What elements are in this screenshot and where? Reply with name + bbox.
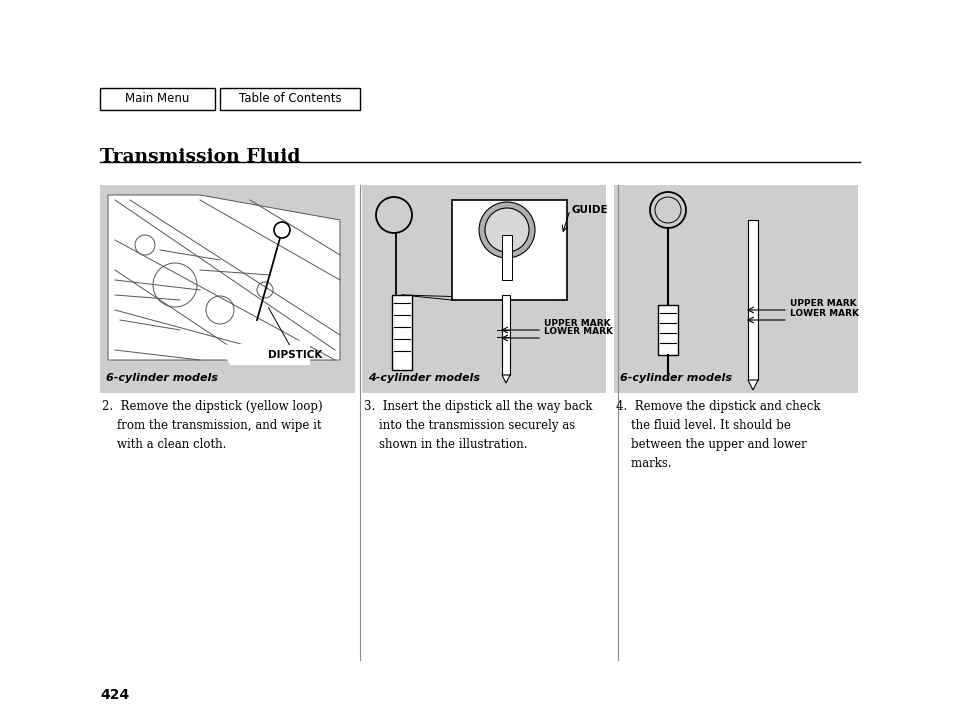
Polygon shape [501, 375, 510, 383]
Polygon shape [747, 380, 758, 390]
Text: Table of Contents: Table of Contents [238, 92, 341, 106]
FancyBboxPatch shape [220, 88, 359, 110]
Circle shape [478, 202, 535, 258]
Bar [100, 185, 355, 393]
FancyBboxPatch shape [100, 88, 214, 110]
Text: GUIDE: GUIDE [572, 205, 608, 215]
Polygon shape [220, 340, 310, 365]
Text: 6-cylinder models: 6-cylinder models [106, 373, 218, 383]
Text: 3.  Insert the dipstick all the way back
    into the transmission securely as
 : 3. Insert the dipstick all the way back … [364, 400, 592, 451]
Text: Main Menu: Main Menu [125, 92, 190, 106]
Text: Transmission Fluid: Transmission Fluid [100, 148, 300, 166]
Text: 4-cylinder models: 4-cylinder models [368, 373, 479, 383]
Text: 4.  Remove the dipstick and check
    the fluid level. It should be
    between : 4. Remove the dipstick and check the flu… [616, 400, 820, 470]
Polygon shape [108, 195, 339, 360]
Text: 424: 424 [100, 688, 129, 702]
Bar [452, 200, 566, 300]
Text: UPPER MARK: UPPER MARK [543, 319, 610, 328]
Text: LOWER MARK: LOWER MARK [789, 309, 858, 318]
Text: UPPER MARK: UPPER MARK [789, 299, 856, 308]
Bar [361, 185, 605, 393]
Bar [392, 295, 412, 370]
Bar [614, 185, 857, 393]
Bar [658, 305, 678, 355]
Text: DIPSTICK: DIPSTICK [268, 307, 322, 360]
Text: 2.  Remove the dipstick (yellow loop)
    from the transmission, and wipe it
   : 2. Remove the dipstick (yellow loop) fro… [102, 400, 322, 451]
Text: LOWER MARK: LOWER MARK [543, 327, 613, 336]
Bar [501, 235, 512, 280]
Bar [747, 220, 758, 380]
Text: 6-cylinder models: 6-cylinder models [619, 373, 731, 383]
Circle shape [484, 208, 529, 252]
Bar [501, 295, 510, 375]
